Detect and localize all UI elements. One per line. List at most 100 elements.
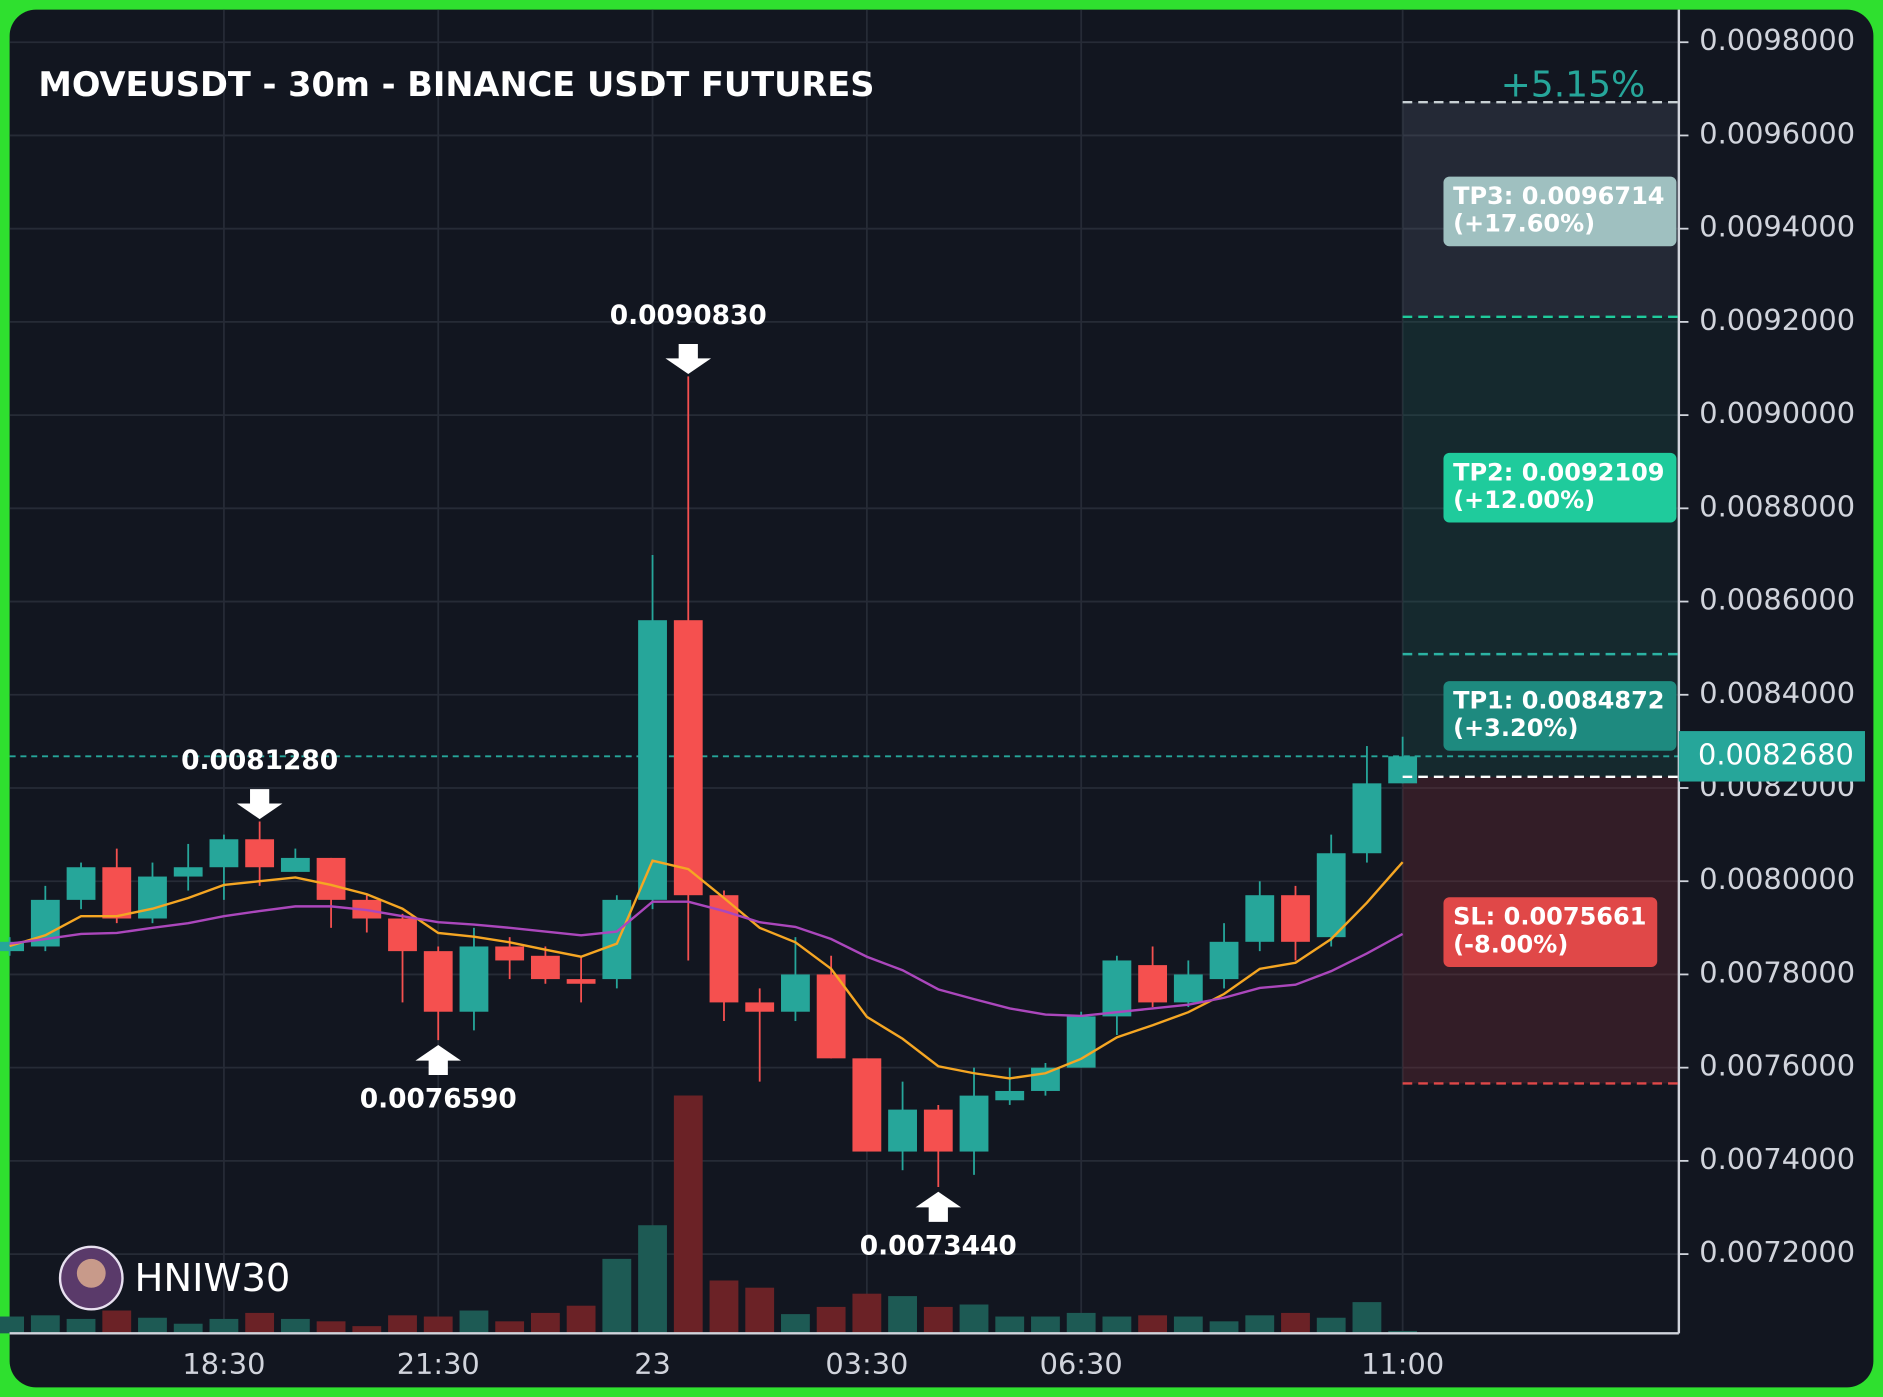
y-tick-label: 0.0092000 xyxy=(1699,303,1855,337)
annotation-arrow xyxy=(915,1191,962,1222)
volume-bar xyxy=(280,1318,310,1334)
volume-bar xyxy=(1066,1312,1096,1334)
candle-body xyxy=(316,857,346,900)
candle-body xyxy=(1102,960,1132,1017)
volume-bar xyxy=(781,1314,810,1334)
y-tick-label: 0.0074000 xyxy=(1699,1142,1855,1176)
y-tick-label: 0.0072000 xyxy=(1699,1235,1855,1269)
candle-body xyxy=(852,1058,882,1152)
candle-body xyxy=(673,620,703,896)
y-tick-label: 0.0084000 xyxy=(1699,676,1855,710)
y-tick-label: 0.0098000 xyxy=(1699,23,1855,57)
pnl-label: +5.15% xyxy=(1501,64,1646,105)
volume-bar xyxy=(566,1305,596,1334)
volume-bar xyxy=(1173,1316,1203,1334)
volume-bar xyxy=(638,1225,667,1334)
volume-bar xyxy=(888,1296,917,1334)
volume-bar xyxy=(30,1315,60,1334)
volume-bar xyxy=(1138,1315,1168,1334)
volume-bar xyxy=(745,1287,775,1334)
x-tick-label: 21:30 xyxy=(397,1347,480,1381)
volume-bar xyxy=(1281,1312,1310,1334)
annotation-label: 0.0090830 xyxy=(610,300,767,331)
volume-bar xyxy=(816,1306,846,1334)
candle-body xyxy=(602,899,632,980)
volume-bar xyxy=(602,1258,632,1334)
watermark: HNIW30 xyxy=(135,1256,291,1301)
y-tick-label: 0.0088000 xyxy=(1699,489,1855,523)
level-box xyxy=(1443,176,1677,247)
candle-body xyxy=(102,867,132,919)
candle-body xyxy=(816,974,846,1059)
volume-bar xyxy=(245,1312,275,1334)
annotation-label: 0.0081280 xyxy=(181,745,338,776)
volume-bar xyxy=(1031,1316,1060,1334)
volume-bar xyxy=(388,1315,417,1334)
avatar-face xyxy=(76,1258,106,1288)
candle-body xyxy=(1281,895,1310,942)
candle-body xyxy=(638,620,667,900)
candle-body xyxy=(1209,941,1239,980)
x-tick-label: 23 xyxy=(634,1347,671,1381)
candle-body xyxy=(1388,756,1418,784)
volume-bar xyxy=(495,1321,525,1334)
chart-title: MOVEUSDT - 30m - BINANCE USDT FUTURES xyxy=(38,65,874,104)
volume-bar xyxy=(102,1310,132,1334)
candle-body xyxy=(1031,1067,1060,1091)
last-price-label: 0.0082680 xyxy=(1698,737,1854,771)
volume-bar xyxy=(459,1310,489,1334)
candle-body xyxy=(1316,853,1346,938)
annotation-arrow xyxy=(236,789,283,820)
candle-body xyxy=(245,839,275,868)
volume-bar xyxy=(1316,1317,1346,1334)
moving-average xyxy=(9,859,1404,1080)
y-tick-label: 0.0076000 xyxy=(1699,1049,1855,1083)
candle-body xyxy=(209,839,239,868)
volume-bar xyxy=(530,1312,560,1334)
volume-bar xyxy=(852,1293,882,1334)
candle-body xyxy=(1173,974,1203,1003)
candle-body xyxy=(1138,965,1168,1003)
chart-background xyxy=(9,9,1874,1388)
x-tick-label: 06:30 xyxy=(1040,1347,1123,1381)
volume-bar xyxy=(352,1326,382,1334)
volume-bar xyxy=(1102,1316,1132,1334)
annotation-label: 0.0073440 xyxy=(860,1231,1017,1262)
volume-bar xyxy=(423,1316,453,1334)
candle-body xyxy=(923,1109,953,1152)
candle-body xyxy=(1352,783,1382,854)
candle-body xyxy=(423,951,453,1012)
volume-bar xyxy=(995,1316,1025,1334)
volume-bar xyxy=(1245,1315,1275,1334)
candle-body xyxy=(1245,895,1275,942)
level-label: TP1: 0.0084872 xyxy=(1453,687,1664,715)
level-label: TP2: 0.0092109 xyxy=(1453,458,1664,486)
volume-bar xyxy=(923,1306,953,1334)
candle-body xyxy=(459,946,489,1012)
level-box xyxy=(1443,452,1677,523)
candle-body xyxy=(530,955,560,980)
volume-bar xyxy=(173,1323,203,1334)
candle-body xyxy=(781,974,810,1012)
level-label: SL: 0.0075661 xyxy=(1453,903,1646,931)
volume-bar xyxy=(209,1318,239,1334)
candle-body xyxy=(888,1109,917,1152)
level-box xyxy=(1443,897,1658,967)
volume-bar xyxy=(959,1304,989,1334)
y-tick-label: 0.0086000 xyxy=(1699,583,1855,617)
annotation-arrow xyxy=(665,343,712,375)
candle-body xyxy=(173,867,203,877)
y-tick-label: 0.0096000 xyxy=(1699,116,1855,150)
candle-body xyxy=(995,1090,1025,1101)
candle-body xyxy=(138,876,167,919)
level-percent: (+12.00%) xyxy=(1453,486,1595,514)
volume-bar xyxy=(316,1321,346,1334)
volume-bar xyxy=(673,1095,703,1334)
candle-body xyxy=(495,946,525,961)
volume-bar xyxy=(0,1316,25,1334)
candle-body xyxy=(66,867,96,900)
volume-bar xyxy=(1352,1302,1382,1334)
annotation-label: 0.0076590 xyxy=(360,1084,517,1115)
